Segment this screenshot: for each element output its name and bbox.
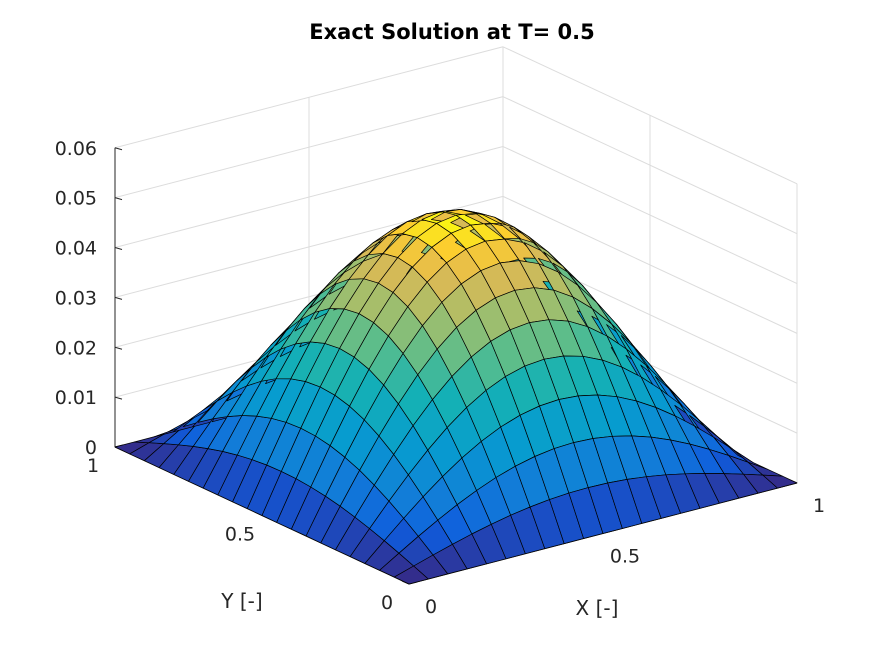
x-tick-label: 0.5	[610, 546, 640, 568]
z-tick-mark	[114, 396, 123, 400]
z-tick-label: 0	[85, 437, 97, 459]
z-tick-label: 0.02	[55, 337, 97, 359]
x-axis-label: X [-]	[576, 596, 619, 620]
y-tick-label: 0.5	[225, 524, 255, 546]
z-tick-mark	[114, 197, 123, 201]
z-tick-mark	[114, 296, 123, 300]
y-axis-label: Y [-]	[220, 589, 262, 613]
y-tick-label: 0	[381, 592, 393, 614]
x-tick-label: 1	[813, 495, 825, 517]
z-tick-label: 0.05	[55, 188, 97, 210]
z-tick-label: 0.06	[55, 138, 97, 160]
chart-title: Exact Solution at T= 0.5	[309, 20, 594, 44]
z-tick-label: 0.01	[55, 387, 97, 409]
z-tick-label: 0.03	[55, 287, 97, 309]
z-tick-label: 0.04	[55, 238, 97, 260]
z-tick-mark	[114, 346, 123, 350]
x-tick-label: 0	[425, 596, 437, 618]
y-tick-label: 1	[87, 455, 99, 477]
z-tick-mark	[114, 247, 123, 251]
z-tick-mark	[114, 147, 123, 151]
surface-patch	[762, 474, 798, 489]
surface-mesh	[114, 209, 798, 585]
